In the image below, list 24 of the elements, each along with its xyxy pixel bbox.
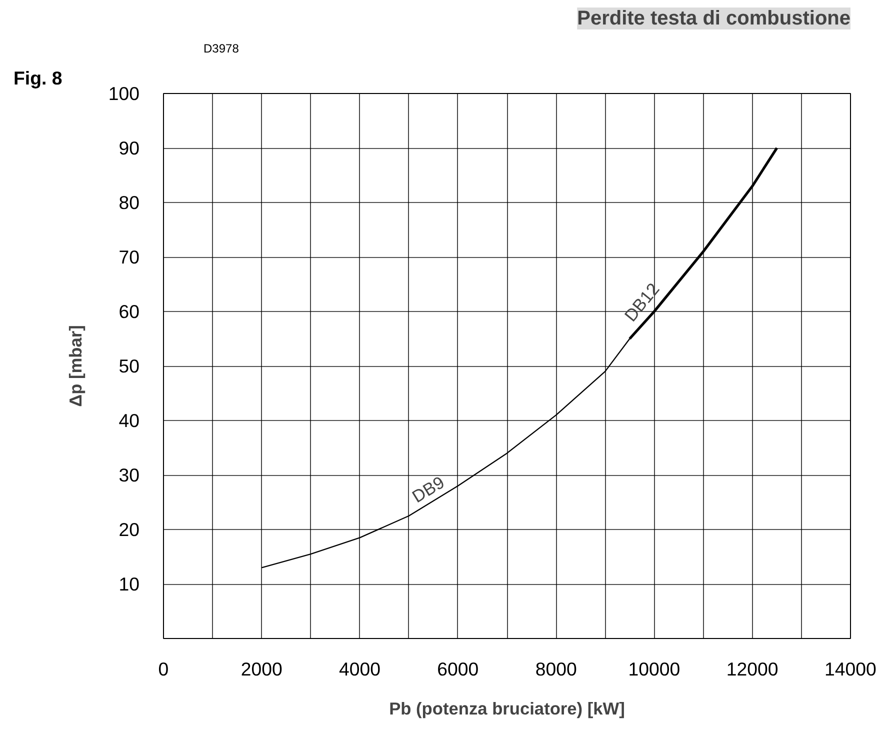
y-tick-label: 60: [118, 301, 140, 322]
x-tick-label: 14000: [824, 658, 876, 680]
y-tick-label: 10: [118, 574, 140, 594]
y-tick-label: 20: [118, 519, 140, 540]
x-tick-label: 12000: [726, 658, 778, 680]
y-tick-label: 70: [118, 246, 140, 268]
chart-title: Perdite testa di combustione: [577, 8, 850, 30]
y-tick-label: 30: [118, 464, 140, 486]
x-tick-label: 6000: [437, 658, 479, 680]
text: D3978: [204, 42, 240, 56]
y-tick-label: 90: [118, 138, 140, 158]
text: DB9: [408, 472, 448, 507]
x-axis-title: Pb (potenza bruciatore) [kW]: [389, 698, 625, 718]
y-tick-label: 40: [118, 410, 140, 431]
x-tick-label: 10000: [628, 658, 680, 680]
y-tick-label: 50: [118, 356, 140, 376]
x-tick-label: 0: [158, 658, 169, 680]
x-tick-label: 2000: [240, 658, 282, 680]
caption: Fig. 8: [14, 68, 62, 88]
x-tick-label: 4000: [339, 658, 381, 680]
x-tick-label: 8000: [535, 658, 577, 680]
y-tick-label: 100: [108, 83, 140, 104]
y-tick-label: 80: [118, 192, 140, 213]
y-axis-title: Δp [mbar]: [65, 325, 86, 407]
